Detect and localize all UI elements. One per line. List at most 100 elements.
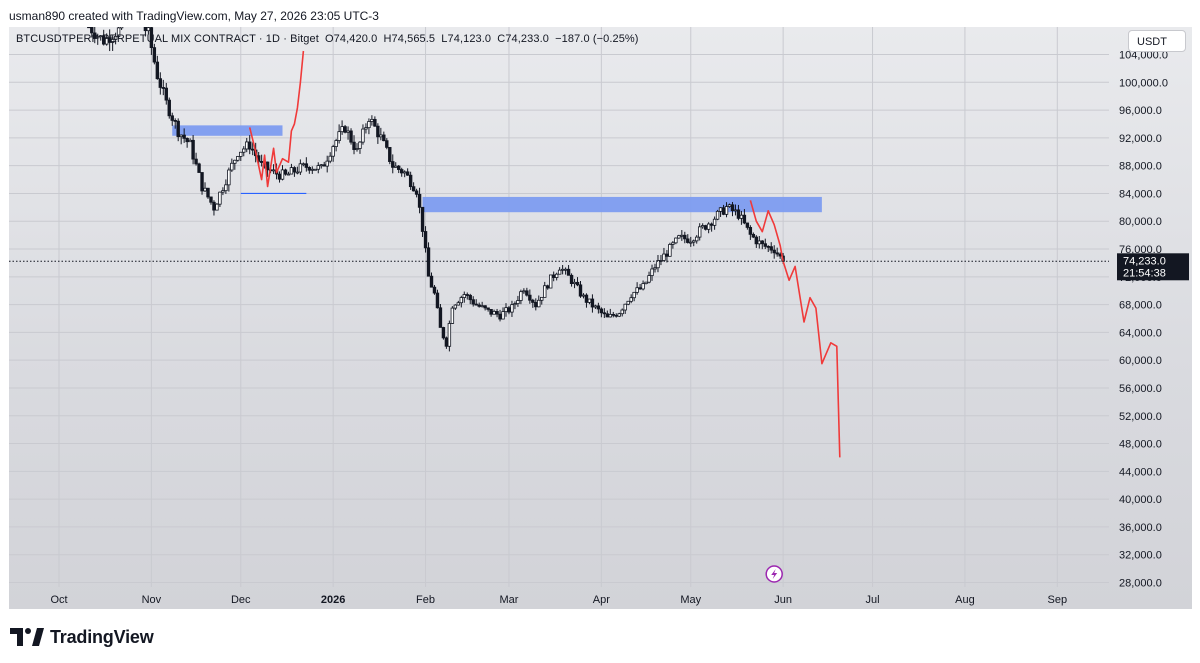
candle-body-up bbox=[480, 305, 484, 308]
candle bbox=[370, 115, 374, 126]
tradingview-logo[interactable]: TradingView bbox=[10, 625, 154, 649]
candle-body-up bbox=[513, 303, 517, 306]
candle-body-down bbox=[277, 173, 282, 180]
candle bbox=[698, 223, 702, 241]
candle-body-down bbox=[766, 245, 770, 248]
candle bbox=[429, 272, 434, 288]
candle bbox=[531, 298, 535, 308]
candle bbox=[653, 263, 657, 273]
candle-body-up bbox=[572, 281, 577, 284]
candle bbox=[170, 112, 174, 126]
candle-body-up bbox=[402, 171, 407, 174]
candle-body-up bbox=[706, 223, 711, 230]
candle-body-up bbox=[227, 169, 231, 186]
candle bbox=[337, 124, 341, 144]
candle bbox=[295, 166, 300, 175]
candle-body-down bbox=[417, 193, 422, 208]
candle-body-up bbox=[644, 281, 648, 285]
candle-body-down bbox=[534, 302, 538, 308]
ohlc-change: −187.0 (−0.25%) bbox=[555, 33, 639, 45]
candle bbox=[438, 303, 443, 328]
candle bbox=[316, 162, 320, 174]
candle bbox=[513, 301, 517, 310]
candle bbox=[647, 271, 651, 284]
candle-body-up bbox=[554, 273, 559, 278]
candle-body-up bbox=[501, 311, 505, 320]
candle bbox=[534, 298, 538, 311]
candle bbox=[557, 267, 562, 275]
price-axis[interactable]: 104,000.0 100,000.0 96,000.0 92,000.0 88,000… bbox=[1117, 50, 1189, 590]
candle-body-up bbox=[459, 297, 463, 304]
price-tick-label: 48,000.0 bbox=[1119, 439, 1162, 451]
candle bbox=[292, 166, 297, 177]
candle bbox=[399, 167, 404, 177]
candle bbox=[116, 27, 121, 38]
candle bbox=[635, 282, 639, 295]
candle bbox=[730, 201, 735, 217]
candle bbox=[322, 161, 326, 167]
candle-body-up bbox=[116, 27, 121, 37]
candle-body-up bbox=[224, 184, 228, 192]
candle bbox=[405, 168, 410, 176]
candle bbox=[298, 159, 303, 175]
candle-body-down bbox=[614, 314, 618, 317]
candle bbox=[188, 138, 192, 143]
time-tick-label: Dec bbox=[231, 594, 251, 606]
candle bbox=[692, 239, 696, 247]
candle-body-up bbox=[629, 297, 633, 302]
candle-body-up bbox=[462, 294, 466, 298]
candle-body-down bbox=[411, 186, 416, 192]
time-axis[interactable]: Oct Nov Dec 2026 Feb Mar Apr May Jun Jul Aug Sep bbox=[50, 594, 1067, 606]
candle-body-up bbox=[203, 187, 207, 192]
candle-body-up bbox=[218, 191, 222, 205]
candle-body-up bbox=[346, 130, 350, 133]
currency-button[interactable]: USDT bbox=[1128, 30, 1186, 52]
candle-body-down bbox=[414, 190, 419, 195]
candle bbox=[605, 310, 610, 318]
candle bbox=[712, 216, 717, 230]
candle-body-down bbox=[769, 246, 773, 251]
candle-body-down bbox=[665, 253, 669, 257]
candle bbox=[656, 254, 660, 273]
candle-body-down bbox=[471, 299, 475, 305]
price-chart[interactable]: 104,000.0 100,000.0 96,000.0 92,000.0 88,000… bbox=[9, 27, 1192, 609]
candle-body-down bbox=[191, 139, 195, 160]
candle bbox=[525, 287, 529, 297]
candle bbox=[453, 304, 458, 310]
candle-body-down bbox=[399, 169, 404, 174]
candle-body-up bbox=[650, 268, 654, 276]
candle bbox=[203, 182, 207, 192]
candle bbox=[236, 155, 240, 162]
candle-body-down bbox=[495, 311, 499, 315]
candle-body-up bbox=[641, 283, 645, 290]
symbol-name[interactable]: BTCUSDTPERP PERPETUAL MIX CONTRACT · 1D … bbox=[16, 33, 319, 45]
candle bbox=[450, 306, 455, 324]
candle bbox=[680, 230, 684, 241]
candle-body-down bbox=[429, 275, 434, 288]
candle bbox=[197, 162, 201, 173]
candle bbox=[504, 303, 508, 317]
candle bbox=[286, 171, 291, 176]
candle-body-down bbox=[182, 134, 186, 139]
candle bbox=[385, 138, 389, 150]
candle bbox=[93, 27, 97, 44]
candle-body-up bbox=[334, 140, 338, 147]
candle bbox=[179, 134, 183, 145]
candle bbox=[221, 187, 225, 196]
candle-body-down bbox=[200, 172, 204, 192]
candle-body-down bbox=[763, 243, 767, 247]
candle-body-down bbox=[250, 148, 255, 151]
candle bbox=[763, 238, 767, 250]
candle bbox=[164, 82, 168, 105]
candle bbox=[748, 225, 753, 240]
candle-body-up bbox=[653, 267, 657, 270]
candle bbox=[769, 242, 773, 254]
candle bbox=[516, 295, 520, 307]
candle-body-up bbox=[757, 240, 761, 245]
candle-body-down bbox=[551, 274, 556, 278]
candle bbox=[388, 146, 392, 165]
chart-area[interactable]: 104,000.0 100,000.0 96,000.0 92,000.0 88,000… bbox=[9, 27, 1192, 609]
candle-body-down bbox=[212, 201, 216, 211]
candle bbox=[239, 151, 243, 161]
candle bbox=[686, 234, 690, 244]
